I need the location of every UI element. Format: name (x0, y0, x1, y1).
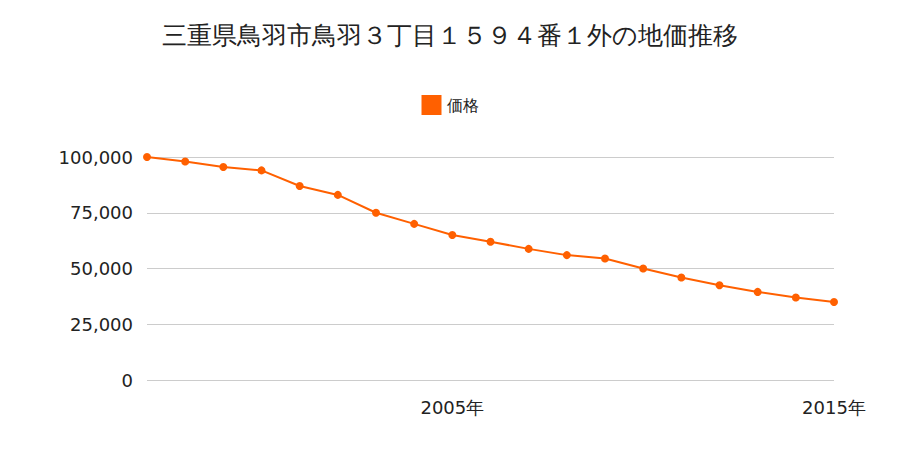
svg-text:100,000: 100,000 (59, 147, 133, 168)
svg-text:50,000: 50,000 (70, 258, 133, 279)
svg-text:25,000: 25,000 (70, 314, 133, 335)
svg-text:三重県鳥羽市鳥羽３丁目１５９４番１外の地価推移: 三重県鳥羽市鳥羽３丁目１５９４番１外の地価推移 (162, 21, 738, 50)
svg-text:2015年: 2015年 (802, 397, 866, 418)
svg-text:0: 0 (122, 370, 133, 391)
svg-text:価格: 価格 (447, 96, 479, 115)
svg-text:75,000: 75,000 (70, 202, 133, 223)
svg-text:2005年: 2005年 (420, 397, 484, 418)
